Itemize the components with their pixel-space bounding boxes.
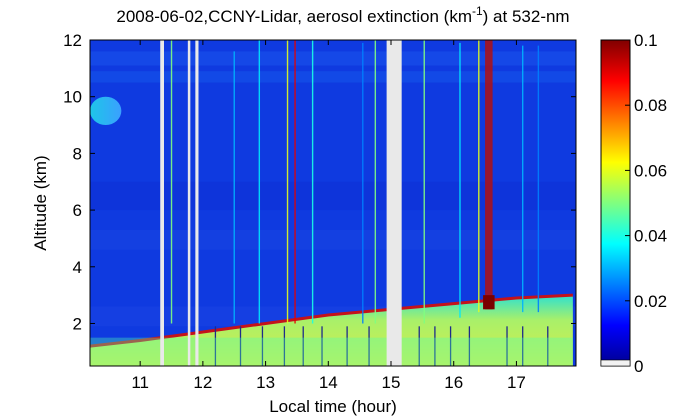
y-tick-label: 6 <box>73 201 82 220</box>
colorbar-tick-label: 0.02 <box>634 292 667 311</box>
y-tick-label: 10 <box>63 88 82 107</box>
colorbar-tick-label: 0.1 <box>634 31 658 50</box>
plot-area <box>90 40 576 366</box>
data-gaps <box>160 40 402 366</box>
texture-band <box>90 229 576 250</box>
surface-spikes <box>214 326 549 366</box>
colorbar-tick-label: 0 <box>634 357 643 376</box>
colorbar-tick-label: 0.06 <box>634 161 667 180</box>
chart-title: 2008-06-02,CCNY-Lidar, aerosol extinctio… <box>116 4 569 26</box>
x-axis: 11 12 13 14 15 16 17 <box>131 40 526 392</box>
x-tick-label: 12 <box>193 373 212 392</box>
colorbar-zero-strip <box>600 359 631 367</box>
x-axis-label: Local time (hour) <box>269 397 397 416</box>
x-tick-label: 13 <box>256 373 275 392</box>
x-tick-label: 15 <box>382 373 401 392</box>
y-tick-label: 12 <box>63 31 82 50</box>
colorbar-ticks: 0 0.02 0.04 0.06 0.08 0.1 <box>600 31 667 376</box>
data-gap <box>195 40 199 366</box>
y-tick-label: 8 <box>73 144 82 163</box>
texture-band <box>90 51 576 66</box>
plot-frame <box>89 39 577 367</box>
colorbar-fill <box>601 40 630 366</box>
colorbar-tick-label: 0.08 <box>634 96 667 115</box>
aerosol-layer <box>90 337 573 366</box>
data-gap <box>386 40 402 366</box>
x-tick-label: 16 <box>444 373 463 392</box>
data-gap <box>160 40 164 366</box>
x-tick-label: 11 <box>131 373 149 392</box>
y-axis: 2 4 6 8 10 12 <box>63 31 576 333</box>
aerosol-plume <box>90 96 122 126</box>
texture-band <box>90 71 576 83</box>
features <box>90 40 573 366</box>
data-gap <box>187 40 191 366</box>
cloud-column <box>485 40 493 310</box>
x-tick-label: 14 <box>319 373 338 392</box>
boundary-layer <box>90 295 573 366</box>
y-axis-label: Altitude (km) <box>31 155 50 250</box>
y-tick-label: 2 <box>73 314 82 333</box>
cloud-streaks <box>170 40 540 324</box>
colorbar: 0 0.02 0.04 0.06 0.08 0.1 <box>600 31 667 376</box>
x-tick-label: 17 <box>507 373 526 392</box>
y-tick-label: 4 <box>73 258 82 277</box>
cloud-base <box>483 295 495 310</box>
colorbar-tick-label: 0.04 <box>634 227 667 246</box>
